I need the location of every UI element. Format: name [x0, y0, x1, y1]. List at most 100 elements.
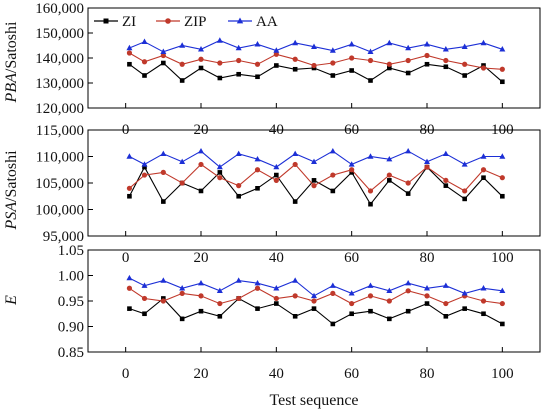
data-point [126, 44, 133, 51]
data-point [461, 290, 468, 296]
data-point [330, 60, 336, 66]
data-point [141, 172, 148, 178]
data-point [461, 43, 468, 49]
data-point [329, 47, 336, 53]
panel-2: 95,000 100,000 105,000 110,000 115,000 0 20 40 6… [3, 123, 541, 266]
data-point [217, 314, 223, 319]
y-axis-title-unit: /Satoshi [3, 150, 20, 202]
data-point [367, 282, 374, 288]
data-point [386, 61, 392, 67]
data-point [405, 308, 411, 314]
data-point [367, 293, 374, 299]
data-point [179, 42, 186, 48]
data-point [386, 287, 393, 293]
y-axis-title: PBA/Satoshi [3, 21, 20, 103]
data-point [311, 62, 317, 69]
y-axis-title-unit: /Satoshi [3, 21, 20, 73]
data-point [292, 314, 298, 319]
series-aa [126, 148, 506, 170]
x-tick-label: 100 [491, 250, 514, 266]
data-point [330, 73, 336, 78]
data-point [273, 163, 280, 170]
y-tick-label: 95,000 [43, 229, 84, 245]
data-point [349, 300, 355, 307]
data-point [443, 64, 449, 70]
x-tick-label: 40 [269, 366, 284, 382]
data-point [217, 75, 223, 81]
legend-item-aa: AA [228, 14, 278, 30]
y-tick-label: 1.00 [58, 269, 84, 285]
data-point [179, 316, 185, 322]
data-point [235, 150, 242, 157]
data-point [424, 285, 430, 291]
data-point [405, 44, 412, 51]
data-point [424, 164, 430, 170]
data-point [236, 57, 242, 64]
y-tick-label: 0.95 [58, 294, 84, 310]
data-point [160, 169, 166, 175]
data-point [236, 71, 241, 77]
data-point [405, 279, 412, 286]
data-point [311, 292, 317, 299]
data-point [160, 52, 166, 59]
legend-item-zi: ZI [94, 14, 136, 30]
data-point [500, 79, 505, 85]
data-point [499, 46, 506, 52]
data-point [236, 295, 242, 302]
data-point [499, 66, 505, 72]
series-zip [126, 50, 505, 72]
data-point [216, 163, 223, 170]
data-point [329, 282, 336, 288]
data-point [179, 78, 185, 83]
data-point [500, 321, 505, 327]
data-point [348, 161, 355, 167]
y-axis-title-var: E [3, 295, 20, 306]
data-point [179, 180, 185, 186]
data-point [292, 39, 299, 46]
legend-marker [103, 18, 109, 24]
series-aa [126, 37, 506, 54]
data-point [424, 52, 430, 59]
data-point [424, 41, 430, 47]
data-point [405, 70, 411, 76]
data-point [179, 290, 185, 296]
data-point [480, 39, 487, 46]
data-point [141, 161, 148, 167]
data-point [198, 279, 204, 286]
data-point [142, 164, 147, 170]
x-tick-label: 60 [344, 366, 359, 382]
data-point [198, 161, 204, 168]
x-tick-label: 20 [194, 366, 209, 382]
legend-label: ZI [122, 14, 136, 30]
data-point [480, 65, 487, 71]
data-point [292, 150, 299, 157]
data-point [254, 61, 261, 67]
data-point [292, 56, 298, 62]
data-point [198, 148, 204, 154]
data-point [349, 311, 354, 317]
data-point [217, 60, 223, 66]
legend-marker [165, 18, 171, 24]
data-point [499, 300, 505, 307]
data-point [424, 293, 430, 299]
data-point [160, 150, 167, 157]
data-point [254, 285, 261, 291]
x-tick-label: 80 [420, 366, 435, 382]
data-point [386, 155, 393, 162]
data-point [274, 63, 279, 68]
data-point [141, 59, 148, 65]
data-point [217, 170, 223, 175]
data-point [274, 172, 279, 178]
data-point [198, 65, 204, 71]
data-point [405, 180, 411, 186]
data-point [311, 158, 317, 164]
y-tick-label: 0.85 [58, 345, 84, 361]
data-point [480, 153, 487, 159]
data-point [480, 298, 487, 304]
data-point [217, 175, 223, 181]
data-point [462, 73, 467, 78]
x-axis-title: Test sequence [269, 392, 358, 409]
data-point [292, 161, 298, 168]
